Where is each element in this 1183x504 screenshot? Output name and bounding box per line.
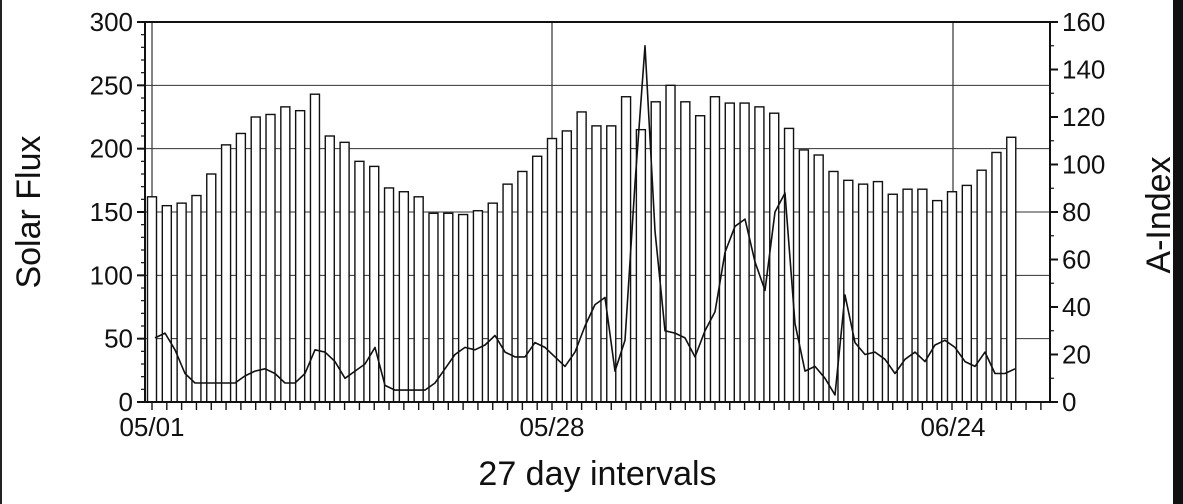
x-tick-label: 05/28 — [519, 412, 584, 442]
y2-tick-label: 100 — [1062, 150, 1105, 180]
a-index-line — [154, 44, 1016, 396]
y-tick-label: 100 — [90, 260, 133, 290]
solar-flux-bar — [369, 165, 380, 403]
solar-flux-bar — [561, 130, 573, 403]
solar-flux-bar — [265, 113, 276, 403]
y2-tick-label: 0 — [1062, 387, 1076, 417]
solar-flux-bar — [857, 183, 869, 403]
solar-flux-bar — [872, 180, 884, 403]
solar-flux-bar — [694, 115, 706, 403]
solar-flux-bar — [487, 202, 498, 403]
frame-left-edge — [0, 0, 2, 504]
y2-tick-label: 160 — [1062, 7, 1105, 37]
y2-tick-label: 140 — [1062, 55, 1105, 85]
solar-flux-bar — [902, 188, 913, 403]
solar-flux-bar — [502, 183, 513, 403]
solar-flux-bar — [531, 155, 543, 403]
solar-flux-bar — [413, 196, 424, 403]
solar-flux-bar — [828, 170, 839, 403]
solar-flux-bar — [339, 141, 350, 403]
solar-flux-bar — [635, 128, 647, 403]
solar-flux-bar — [813, 154, 824, 403]
solar-flux-bar — [739, 102, 750, 403]
y-tick-label: 150 — [90, 197, 133, 227]
solar-flux-bar — [843, 179, 854, 403]
solar-flux-bar — [1006, 136, 1017, 403]
y2-tick-label: 20 — [1062, 340, 1091, 370]
solar-flux-bar — [917, 188, 928, 403]
solar-flux-bar — [250, 116, 261, 403]
solar-flux-bar — [191, 194, 202, 403]
solar-flux-bar — [324, 135, 335, 403]
solar-flux-bar — [991, 151, 1002, 403]
solar-flux-bar — [650, 101, 661, 403]
solar-flux-bar — [709, 96, 721, 403]
solar-flux-bar — [976, 169, 987, 403]
solar-flux-bar — [472, 210, 484, 403]
x-tick-label: 06/24 — [920, 412, 985, 442]
a-index-line-layer — [154, 44, 1016, 396]
solar-flux-bar — [680, 101, 691, 403]
solar-flux-bar — [146, 196, 158, 403]
solar-flux-bar — [280, 106, 291, 403]
solar-flux-bars — [146, 84, 1017, 403]
x-axis-title: 27 day intervals — [478, 455, 716, 493]
y-tick-label: 50 — [104, 324, 133, 354]
y-tick-label: 300 — [90, 7, 133, 37]
y2-tick-label: 40 — [1062, 292, 1091, 322]
solar-flux-bar — [161, 204, 173, 403]
solar-flux-bar — [398, 191, 410, 403]
solar-flux-bar — [591, 125, 602, 403]
solar-flux-bar — [769, 112, 780, 403]
y-tick-label: 200 — [90, 134, 133, 164]
solar-flux-bar — [783, 127, 795, 403]
y2-tick-label: 120 — [1062, 102, 1105, 132]
solar-flux-bar — [294, 109, 306, 403]
solar-flux-bar — [546, 137, 558, 403]
solar-flux-bar — [665, 84, 676, 403]
y2-tick-label: 80 — [1062, 197, 1091, 227]
frame-right-edge — [1173, 0, 1183, 504]
x-tick-label: 05/01 — [119, 412, 184, 442]
y2-tick-label: 60 — [1062, 245, 1091, 275]
solar-flux-bar — [220, 144, 232, 403]
solar-flux-bar — [428, 212, 439, 403]
solar-flux-bar — [961, 184, 973, 403]
axes: 0 50 100 150 200 250 300 0 20 40 60 80 100 120 140 160 0… — [90, 7, 1106, 442]
y-axis-title: Solar Flux — [10, 135, 48, 288]
solar-flux-bar — [620, 96, 632, 403]
y2-axis-title: A-Index — [1140, 156, 1178, 273]
solar-flux-bar — [931, 199, 943, 403]
solar-flux-bar — [724, 102, 735, 403]
solar-flux-bar — [606, 125, 617, 403]
solar-flux-bar — [754, 106, 765, 403]
solar-flux-bar — [383, 187, 395, 403]
solar-flux-bar — [517, 170, 528, 403]
solar-flux-bar — [206, 173, 217, 403]
y-tick-label: 0 — [119, 387, 133, 417]
solar-flux-bar — [576, 111, 587, 403]
solar-flux-bar — [457, 213, 469, 403]
solar-flux-bar — [235, 132, 247, 403]
solar-flux-bar — [443, 212, 454, 403]
solar-flux-bar — [946, 191, 958, 403]
y-tick-label: 250 — [90, 70, 133, 100]
